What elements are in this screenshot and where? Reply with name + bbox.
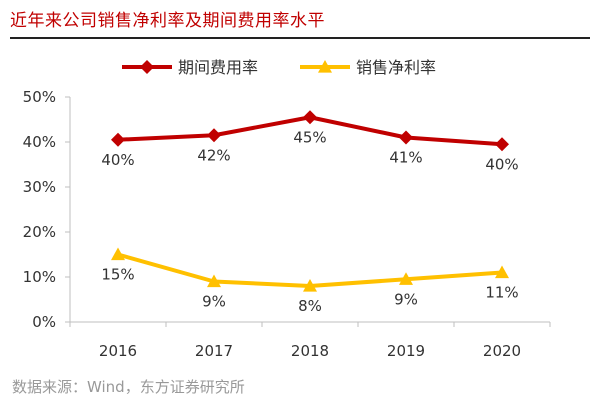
- y-tick-label: 20%: [23, 223, 56, 241]
- legend-label: 期间费用率: [178, 58, 258, 77]
- legend-marker: [140, 60, 154, 74]
- data-source-note: 数据来源：Wind，东方证券研究所: [12, 378, 245, 396]
- x-tick-label: 2019: [387, 342, 425, 360]
- title-divider: [10, 37, 590, 39]
- data-label: 9%: [202, 293, 226, 311]
- x-tick-label: 2016: [99, 342, 137, 360]
- legend-marker: [318, 60, 332, 73]
- x-axis: 2016 2017 2018 2019 2020: [69, 321, 551, 360]
- data-label: 11%: [485, 284, 518, 302]
- x-tick-label: 2020: [483, 342, 521, 360]
- data-label: 45%: [293, 128, 326, 146]
- data-point-marker: [495, 137, 509, 152]
- data-label: 41%: [389, 149, 422, 167]
- legend-label: 销售净利率: [356, 58, 436, 77]
- data-point-marker: [399, 272, 413, 285]
- data-point-marker: [303, 279, 317, 292]
- data-point-marker: [111, 132, 125, 147]
- legend-item: 期间费用率: [122, 58, 258, 77]
- series-1: 40% 42% 45% 41% 40%: [101, 110, 519, 173]
- series-layer: 40% 42% 45% 41% 40% 15% 9% 8% 9% 11%: [101, 110, 519, 315]
- x-tick-label: 2017: [195, 342, 233, 360]
- chart-title: 近年来公司销售净利率及期间费用率水平: [10, 11, 325, 31]
- series-2: 15% 9% 8% 9% 11%: [101, 247, 519, 315]
- data-label: 40%: [485, 155, 518, 173]
- data-point-marker: [495, 265, 509, 279]
- data-label: 15%: [101, 266, 134, 284]
- data-point-marker: [207, 274, 221, 288]
- data-label: 42%: [197, 146, 230, 164]
- y-tick-label: 50%: [23, 88, 56, 106]
- data-label: 9%: [394, 290, 418, 308]
- x-tick-label: 2018: [291, 342, 329, 360]
- data-point-marker: [399, 130, 413, 145]
- data-label: 40%: [101, 151, 134, 169]
- data-point-marker: [111, 247, 125, 261]
- y-tick-label: 0%: [32, 313, 56, 331]
- line-chart: 期间费用率 销售净利率 0%10%20%30%40%50% 2016 2017 201…: [23, 58, 551, 360]
- y-tick-label: 40%: [23, 133, 56, 151]
- y-tick-label: 30%: [23, 178, 56, 196]
- data-point-marker: [207, 128, 221, 143]
- legend-item: 销售净利率: [300, 58, 436, 77]
- y-axis: 0% 10% 20% 30% 40% 50%: [23, 88, 71, 331]
- chart-legend: 期间费用率 销售净利率: [122, 58, 436, 77]
- data-point-marker: [303, 110, 317, 125]
- y-tick-label: 10%: [23, 268, 56, 286]
- data-label: 8%: [298, 297, 322, 315]
